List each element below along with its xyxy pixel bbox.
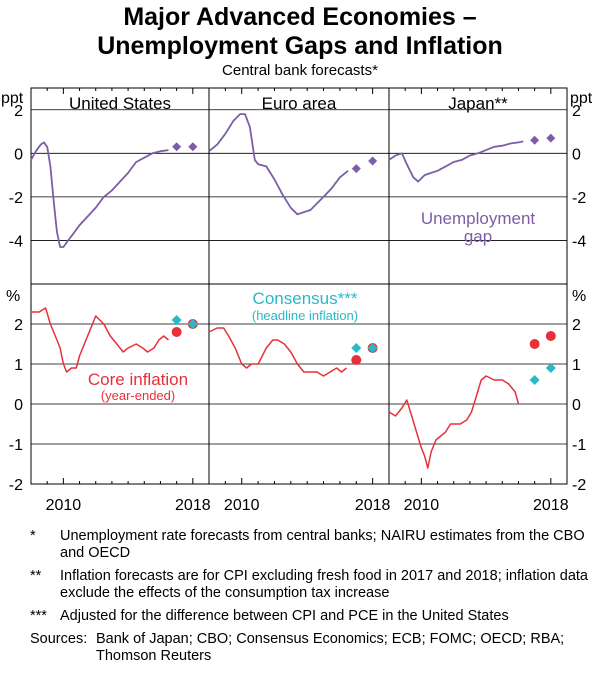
consensus-label: Consensus*** — [253, 289, 358, 308]
chart-title-line-2: Unemployment Gaps and Inflation — [97, 32, 503, 60]
x-tick-label: 2010 — [224, 497, 260, 514]
bottom-left-tick-label: 1 — [14, 357, 23, 374]
consensus-forecast-marker — [351, 343, 362, 353]
consensus-label-2: (headline inflation) — [252, 308, 358, 323]
unemployment-gap-forecast-marker — [530, 135, 540, 145]
top-left-tick-label: -4 — [9, 233, 23, 250]
bottom-right-tick-label: 2 — [572, 317, 581, 334]
unemployment-gap-line-2 — [388, 140, 524, 183]
bottom-right-tick-label: 0 — [572, 397, 581, 414]
top-right-tick-label: -4 — [572, 233, 586, 250]
plot-frame — [30, 87, 568, 485]
consensus-forecast-marker — [545, 363, 556, 373]
footnote-2-mark: ** — [30, 568, 42, 584]
unemployment-gap-label: Unemployment — [421, 209, 536, 228]
footnote-3-mark: *** — [30, 608, 47, 624]
footnote-1-mark: * — [30, 528, 36, 544]
sources-text: Bank of Japan; CBO; Consensus Economics;… — [96, 631, 565, 664]
unemployment-gap-forecast-marker — [546, 133, 556, 143]
unemployment-gap-forecast-marker — [351, 164, 361, 174]
footnote-1: * Unemployment rate forecasts from centr… — [30, 528, 590, 562]
footnote-2: ** Inflation forecasts are for CPI exclu… — [30, 568, 590, 602]
core-inflation-forecast-marker — [351, 355, 362, 365]
bottom-left-tick-label: -2 — [9, 477, 23, 494]
footnotes: * Unemployment rate forecasts from centr… — [30, 528, 590, 665]
footnote-2-text: Inflation forecasts are for CPI excludin… — [60, 568, 588, 601]
bottom-right-tick-label: -1 — [572, 437, 586, 454]
footnote-3-text: Adjusted for the difference between CPI … — [60, 608, 509, 624]
x-tick-label: 2018 — [175, 497, 211, 514]
core-inflation-line-0 — [31, 307, 169, 373]
bottom-right-unit-label: % — [572, 288, 586, 305]
top-right-tick-label: 0 — [572, 146, 581, 163]
unemployment-gap-label-2: gap — [464, 227, 492, 246]
panel-title-1: Euro area — [262, 94, 337, 113]
x-tick-label: 2010 — [404, 497, 440, 514]
bottom-left-tick-label: 2 — [14, 317, 23, 334]
core-inflation-line-1 — [208, 327, 347, 377]
sources: Sources: Bank of Japan; CBO; Consensus E… — [30, 631, 590, 665]
consensus-forecast-marker — [187, 319, 198, 329]
top-right-tick-label: 2 — [572, 103, 581, 120]
x-tick-label: 2010 — [46, 497, 82, 514]
panel-title-2: Japan** — [448, 94, 508, 113]
chart-subtitle: Central bank forecasts* — [222, 62, 378, 79]
core-inflation-forecast-marker — [171, 327, 182, 337]
sources-label: Sources: — [30, 631, 88, 647]
footnote-3: *** Adjusted for the difference between … — [30, 608, 590, 625]
unemployment-gap-forecast-marker — [188, 142, 198, 152]
unemployment-gap-line-0 — [30, 141, 169, 248]
x-tick-label: 2018 — [355, 497, 391, 514]
bottom-left-tick-label: -1 — [9, 437, 23, 454]
core-inflation-forecast-marker — [545, 331, 556, 341]
footnote-1-text: Unemployment rate forecasts from central… — [60, 528, 585, 561]
bottom-right-tick-label: 1 — [572, 357, 581, 374]
top-left-tick-label: 2 — [14, 103, 23, 120]
bottom-left-tick-label: 0 — [14, 397, 23, 414]
core-inflation-label: Core inflation — [88, 370, 188, 389]
top-left-unit-label: ppt — [1, 90, 24, 107]
top-left-tick-label: -2 — [9, 190, 23, 207]
consensus-forecast-marker — [171, 315, 182, 325]
x-tick-label: 2018 — [533, 497, 569, 514]
chart-title-line-1: Major Advanced Economies – — [123, 3, 477, 31]
consensus-forecast-marker — [529, 375, 540, 385]
chart-area: 2 2 0 0 -2 -2 -4 -4 2 2 1 1 0 0 -1 -1 -2 -2 ppt ppt% % United… — [1, 87, 593, 514]
unemployment-gap-forecast-marker — [368, 156, 378, 166]
top-right-tick-label: -2 — [572, 190, 586, 207]
bottom-right-tick-label: -2 — [572, 477, 586, 494]
top-right-unit-label: ppt — [570, 90, 593, 107]
core-inflation-line-2 — [388, 375, 520, 469]
core-inflation-label-2: (year-ended) — [101, 388, 175, 403]
panel-title-0: United States — [69, 94, 171, 113]
unemployment-gap-forecast-marker — [172, 142, 182, 152]
unemployment-gap-line-1 — [208, 113, 349, 216]
top-left-tick-label: 0 — [14, 146, 23, 163]
consensus-forecast-marker — [367, 343, 378, 353]
core-inflation-forecast-marker — [529, 339, 540, 349]
bottom-left-unit-label: % — [6, 288, 20, 305]
